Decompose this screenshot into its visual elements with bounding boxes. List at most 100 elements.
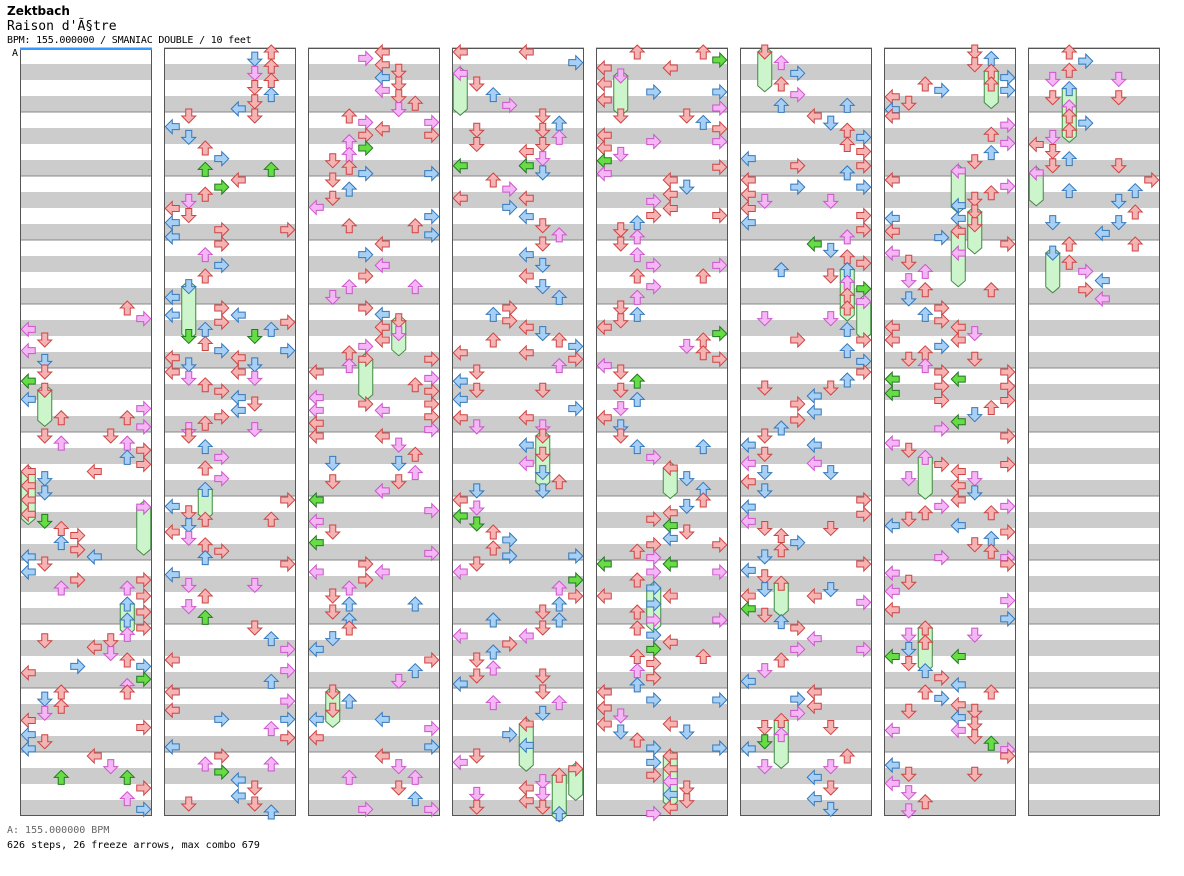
pink-arrow	[551, 694, 568, 711]
pink-arrow	[646, 193, 662, 210]
pink-arrow	[756, 759, 773, 775]
blue-arrow	[646, 626, 662, 644]
red-arrow	[934, 669, 950, 686]
red-arrow	[822, 268, 839, 284]
red-arrow	[856, 207, 872, 224]
blue-arrow	[1061, 182, 1078, 199]
pink-arrow	[629, 289, 646, 305]
blue-arrow	[263, 804, 280, 820]
red-arrow	[407, 95, 424, 111]
red-arrow	[358, 395, 374, 413]
red-arrow	[695, 44, 712, 60]
pink-arrow	[374, 82, 390, 99]
column-border	[884, 48, 1016, 816]
pink-arrow	[646, 278, 662, 295]
green-arrow	[136, 670, 152, 688]
pink-arrow	[612, 68, 629, 84]
blue-arrow	[950, 517, 966, 534]
blue-arrow	[822, 465, 839, 481]
blue-arrow	[1000, 610, 1016, 628]
pink-arrow	[374, 563, 390, 581]
chart-column	[884, 47, 1016, 816]
pink-arrow	[646, 563, 662, 581]
red-arrow	[197, 335, 214, 352]
blue-arrow	[934, 338, 950, 355]
red-arrow	[164, 702, 180, 719]
red-arrow	[358, 267, 374, 285]
pink-arrow	[390, 326, 407, 342]
red-arrow	[214, 542, 230, 560]
pink-arrow	[884, 583, 900, 600]
pink-arrow	[740, 455, 756, 472]
blue-arrow	[966, 407, 983, 423]
blue-arrow	[822, 582, 839, 598]
red-arrow	[164, 523, 180, 541]
blue-arrow	[822, 115, 839, 131]
red-arrow	[534, 799, 551, 815]
pink-arrow	[884, 564, 900, 582]
pink-arrow	[407, 464, 424, 481]
green-arrow	[308, 491, 324, 509]
chart-stats: 626 steps, 26 freeze arrows, max combo 6…	[7, 840, 260, 851]
pink-arrow	[1028, 164, 1044, 182]
blue-arrow	[662, 530, 678, 547]
red-arrow	[900, 511, 917, 527]
red-arrow	[806, 698, 822, 715]
red-arrow	[884, 222, 900, 240]
red-arrow	[534, 446, 551, 462]
pink-arrow	[917, 263, 934, 279]
blue-arrow	[534, 705, 551, 722]
red-arrow	[180, 208, 197, 224]
red-arrow	[1000, 523, 1016, 541]
blue-arrow	[485, 306, 502, 322]
red-arrow	[900, 766, 917, 782]
red-arrow	[790, 411, 806, 429]
pink-arrow	[822, 759, 839, 775]
red-arrow	[180, 505, 197, 521]
blue-arrow	[568, 54, 584, 71]
pink-arrow	[214, 449, 230, 466]
pink-arrow	[551, 129, 568, 145]
red-arrow	[518, 267, 534, 285]
blue-arrow	[900, 641, 917, 658]
red-arrow	[740, 473, 756, 490]
pink-arrow	[180, 599, 197, 615]
red-arrow	[468, 556, 485, 572]
red-arrow	[390, 63, 407, 79]
pink-arrow	[424, 720, 440, 737]
pink-arrow	[468, 786, 485, 803]
red-arrow	[246, 80, 263, 96]
red-arrow	[485, 332, 502, 348]
red-arrow	[917, 684, 934, 700]
red-arrow	[1000, 747, 1016, 765]
red-arrow	[856, 143, 872, 160]
chart-info: BPM: 155.000000 / SMANIAC DOUBLE / 10 fe…	[7, 35, 252, 46]
pink-arrow	[246, 577, 263, 594]
blue-arrow	[36, 691, 53, 707]
red-arrow	[966, 44, 983, 60]
green-arrow	[884, 370, 900, 388]
pink-arrow	[407, 278, 424, 295]
red-arrow	[966, 57, 983, 73]
red-arrow	[712, 350, 728, 368]
column-border	[740, 48, 872, 816]
red-arrow	[966, 716, 983, 732]
pink-arrow	[20, 342, 36, 359]
blue-arrow	[839, 321, 856, 337]
column-border	[1028, 48, 1160, 816]
blue-arrow	[551, 612, 568, 628]
pink-arrow	[884, 722, 900, 739]
red-arrow	[468, 136, 485, 153]
red-arrow	[324, 474, 341, 490]
red-arrow	[263, 511, 280, 527]
red-arrow	[246, 620, 263, 636]
green-arrow	[646, 641, 662, 658]
red-arrow	[646, 669, 662, 686]
red-arrow	[678, 793, 695, 809]
pink-arrow	[806, 455, 822, 472]
pink-arrow	[822, 193, 839, 210]
blue-arrow	[822, 242, 839, 259]
red-arrow	[1110, 158, 1127, 174]
pink-arrow	[534, 774, 551, 790]
notes	[20, 43, 1160, 823]
